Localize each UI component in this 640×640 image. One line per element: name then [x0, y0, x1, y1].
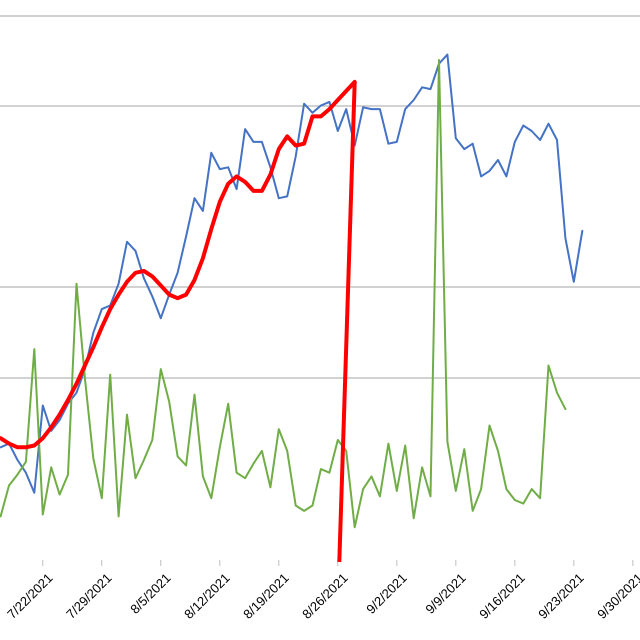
x-tick-label: 9/2/2021: [363, 570, 409, 616]
x-tick-label: 8/26/2021: [299, 570, 351, 622]
x-axis: [42, 560, 634, 566]
x-tick-label: 8/19/2021: [240, 570, 292, 622]
x-tick-label: 9/30/2021: [594, 570, 640, 622]
x-tick-label: 9/16/2021: [476, 570, 528, 622]
x-tick-labels: 7/22/2021 7/29/2021 8/5/2021 8/12/2021 8/19/…: [4, 570, 640, 622]
x-tick-label: 7/29/2021: [63, 570, 115, 622]
series-line-1: [0, 79, 357, 450]
series-layer: [0, 53, 584, 563]
vertical-drop-line: [337, 81, 357, 563]
x-tick-label: 7/22/2021: [4, 570, 56, 622]
series-line-0: [0, 53, 584, 494]
x-tick-label: 8/12/2021: [181, 570, 233, 622]
x-tick-label: 9/9/2021: [422, 570, 468, 616]
x-tick-label: 8/5/2021: [127, 570, 173, 616]
gridlines: [0, 15, 640, 379]
series-line-2: [0, 59, 567, 529]
x-tick-label: 9/23/2021: [535, 570, 587, 622]
